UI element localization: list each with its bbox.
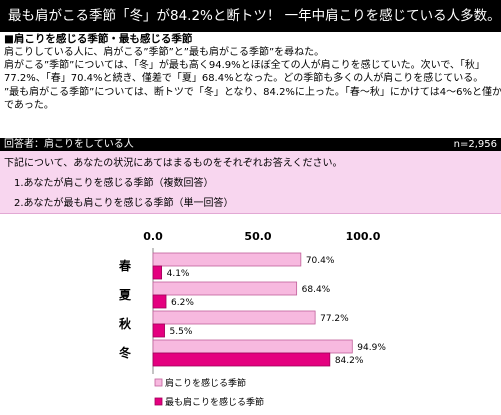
summary-line: ”最も肩がこる季節”については、断トツで「冬」となり、84.2%に上った。「春～… <box>4 86 501 98</box>
data-label: 4.1% <box>167 269 190 279</box>
bar <box>152 323 165 338</box>
data-label: 68.4% <box>302 285 331 295</box>
bar <box>152 265 163 280</box>
legend-swatch <box>154 397 163 406</box>
tick-label: 100.0 <box>346 230 381 243</box>
bar <box>152 294 167 309</box>
legend-label: 肩こりを感じる季節 <box>165 377 246 389</box>
tick-label: 50.0 <box>244 230 271 243</box>
data-label: 84.2% <box>335 356 364 366</box>
data-label: 94.9% <box>357 343 386 353</box>
bar <box>152 310 316 325</box>
question-1: 1.あなたが肩こりを感じる季節（複数回答） <box>14 178 214 189</box>
data-label: 5.5% <box>170 327 193 337</box>
category-label: 夏 <box>119 288 132 302</box>
summary-line: 77.2%、「春」70.4%と続き、僅差で「夏」68.4%となった。どの季節も多… <box>4 73 484 85</box>
bar <box>152 339 353 354</box>
bars: 70.4% 4.1% 68.4% 6.2% 77.2% 5.5% 94.9% 84.2% <box>152 252 386 367</box>
category-label: 春 <box>118 258 132 273</box>
sample-size: n=2,956 <box>453 139 497 150</box>
respondents-label: 回答者：肩こりをしている人 <box>4 139 134 150</box>
question-2: 2.あなたが最も肩こりを感じる季節（単一回答） <box>14 198 234 209</box>
legend-swatch <box>154 378 163 387</box>
data-label: 77.2% <box>320 314 349 324</box>
summary-line: 肩がこる”季節”については、「冬」が最も高く94.9%とほぼ全ての人が肩こりを感… <box>4 60 485 72</box>
summary-line: 肩こりしている人に、肩がこる”季節”と”最も肩がこる季節”を尋ねた。 <box>4 47 325 58</box>
category-label: 秋 <box>119 316 132 331</box>
legend-label: 最も肩こりを感じる季節 <box>165 396 264 408</box>
data-label: 6.2% <box>171 298 194 308</box>
respondents-bar: 回答者：肩こりをしている人 n=2,956 <box>0 138 501 151</box>
data-label: 70.4% <box>306 256 335 266</box>
tick-label: 0.0 <box>143 230 163 243</box>
summary-paragraph: 肩こりしている人に、肩がこる”季節”と”最も肩がこる季節”を尋ねた。 肩がこる”… <box>4 46 501 112</box>
question-intro: 下記について、あなたの状況にあてはまるものをそれぞれお答えください。 <box>4 158 343 169</box>
summary-line: であった。 <box>4 99 54 111</box>
bar <box>152 281 298 296</box>
section-subheading: ■肩こりを感じる季節・最も感じる季節 <box>4 33 193 45</box>
category-label: 冬 <box>119 345 131 360</box>
bar <box>152 352 331 367</box>
bar <box>152 252 302 267</box>
headline: 最も肩がこる季節「冬」が84.2%と断トツ！ 一年中肩こりを感じている人多数。 <box>0 0 501 32</box>
question-box: 下記について、あなたの状況にあてはまるものをそれぞれお答えください。 1.あなた… <box>0 151 501 214</box>
